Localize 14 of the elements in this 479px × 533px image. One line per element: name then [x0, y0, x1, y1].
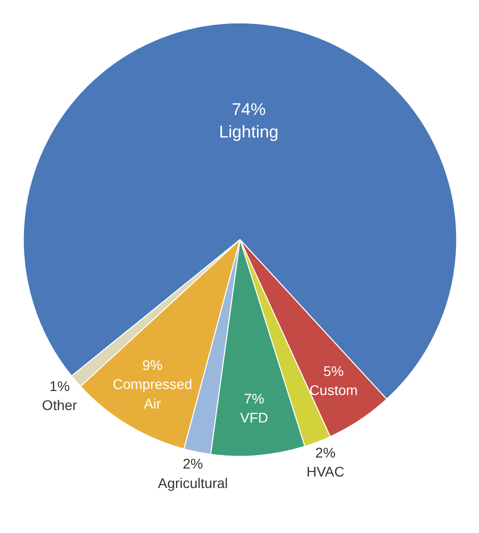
data-label: 9% [142, 357, 163, 373]
slice-label: Compressed Air [112, 376, 192, 412]
data-label: 2% [315, 444, 336, 461]
data-label: 7% [244, 390, 264, 406]
data-label: 74% [232, 100, 266, 119]
slice-label: Agricultural [158, 474, 228, 491]
data-label: 5% [323, 362, 344, 379]
slice-label: VFD [240, 410, 268, 426]
data-label: 2% [182, 456, 204, 472]
data-label: 1% [49, 378, 70, 394]
slice-label: Other [42, 396, 78, 413]
slice-label: HVAC [306, 464, 344, 480]
slice-label: Custom [309, 382, 358, 398]
slice-label: Lighting [218, 122, 279, 142]
